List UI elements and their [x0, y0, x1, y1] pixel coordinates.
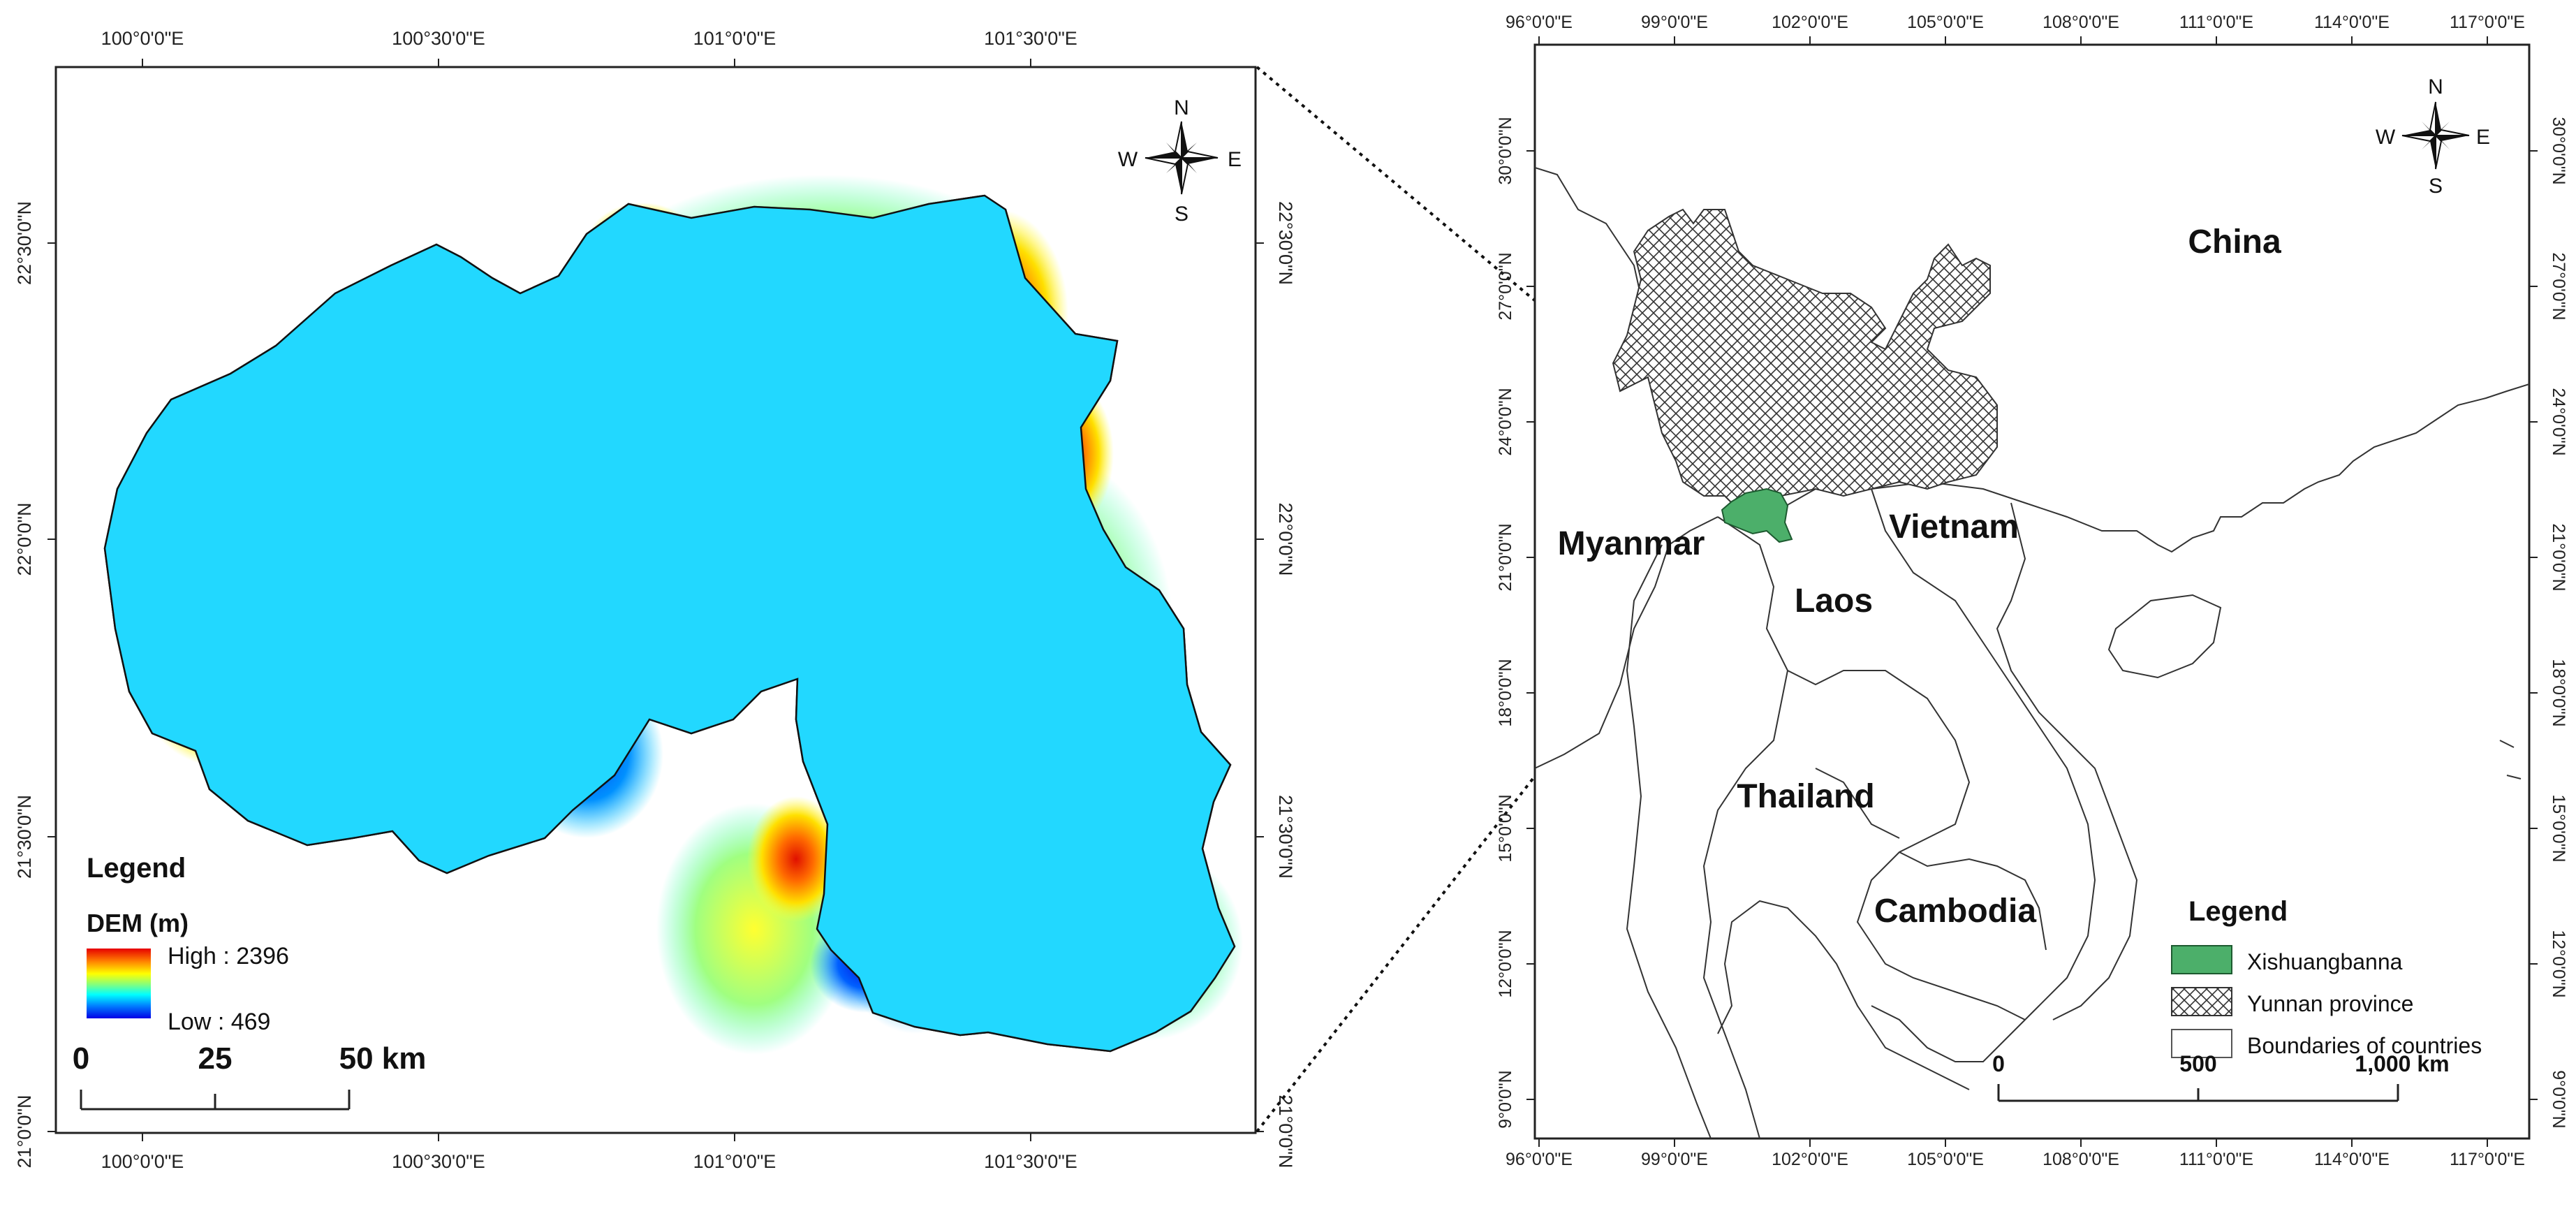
location-map-panel: 96°0'0"E 99°0'0"E 102°0'0"E 105°0'0"E 10…	[1496, 13, 2568, 1169]
location-right-lat-label: 30°0'0"N	[2549, 117, 2568, 184]
dem-top-lon-label: 101°0'0"E	[693, 28, 777, 49]
location-left-lat-label: 30°0'0"N	[1496, 117, 1515, 184]
compass-n-label: N	[1174, 96, 1189, 119]
country-label-myanmar: Myanmar	[1558, 525, 1705, 562]
location-left-lat-label: 15°0'0"N	[1496, 794, 1515, 862]
location-left-lat-label: 12°0'0"N	[1496, 930, 1515, 997]
location-right-lat-label: 15°0'0"N	[2549, 794, 2568, 862]
dem-legend-high: High : 2396	[168, 943, 289, 969]
dem-top-lon-label: 101°30'0"E	[984, 28, 1077, 49]
dem-left-lat-label: 21°0'0"N	[14, 1094, 35, 1168]
compass-n-label: N	[2428, 75, 2443, 98]
location-bottom-lon-label: 96°0'0"E	[1506, 1150, 1573, 1169]
dem-bottom-lon-label: 100°30'0"E	[392, 1151, 485, 1172]
dem-legend-title: Legend	[87, 853, 186, 884]
gulf-coast	[1717, 900, 1970, 1090]
location-left-lat-label: 18°0'0"N	[1496, 659, 1515, 726]
country-boundaries	[1535, 488, 2138, 1139]
location-bottom-lon-label: 111°0'0"E	[2179, 1150, 2253, 1169]
legend-swatch-xishuangbanna	[2171, 945, 2232, 974]
dem-right-lat-label: 21°30'0"N	[1275, 795, 1296, 879]
dem-bottom-lon-label: 101°30'0"E	[984, 1151, 1077, 1172]
legend-swatch-yunnan	[2171, 987, 2232, 1016]
location-bottom-lon-label: 108°0'0"E	[2043, 1150, 2119, 1169]
dem-scale-bar	[80, 1090, 351, 1111]
location-bottom-lon-label: 99°0'0"E	[1641, 1150, 1708, 1169]
compass-w-label: W	[2376, 126, 2396, 149]
location-bottom-lon-label: 114°0'0"E	[2314, 1150, 2390, 1169]
compass-s-label: S	[2429, 175, 2443, 198]
location-legend-title: Legend	[2188, 896, 2288, 927]
location-legend: Legend Xishuangbanna Yunnan province Bou…	[2171, 896, 2482, 1058]
location-bottom-lon-label: 105°0'0"E	[1907, 1150, 1984, 1169]
location-right-lat-label: 12°0'0"N	[2549, 930, 2568, 997]
location-map-frame	[1533, 43, 2531, 1140]
location-right-lat-label: 18°0'0"N	[2549, 659, 2568, 726]
dem-top-lon-label: 100°30'0"E	[392, 28, 485, 49]
location-top-lon-label: 105°0'0"E	[1907, 13, 1984, 32]
compass-e-label: E	[2476, 126, 2490, 149]
location-right-lat-label: 9°0'0"N	[2549, 1070, 2568, 1128]
country-label-laos: Laos	[1795, 583, 1873, 620]
location-left-lat-label: 21°0'0"N	[1496, 523, 1515, 591]
yunnan-province-area	[1612, 208, 1998, 518]
xishuangbanna-area	[1721, 488, 1793, 543]
location-scale-label-1000: 1,000 km	[2355, 1051, 2449, 1076]
location-bottom-lon-label: 102°0'0"E	[1772, 1150, 1848, 1169]
dem-map-panel: 100°0'0"E 100°30'0"E 101°0'0"E 101°30'0"…	[14, 28, 1296, 1172]
country-label-china: China	[2188, 224, 2281, 261]
dem-bottom-lon-label: 100°0'0"E	[101, 1151, 184, 1172]
dem-frame-ticks	[47, 59, 1264, 1141]
location-top-lon-label: 96°0'0"E	[1506, 13, 1573, 32]
dem-legend: Legend DEM (m) High : 2396 Low : 469	[87, 853, 289, 1035]
location-right-lat-label: 24°0'0"N	[2549, 388, 2568, 455]
location-top-lon-label: 111°0'0"E	[2179, 13, 2253, 32]
north-arrow-icon	[2401, 101, 2470, 170]
location-top-lon-label: 102°0'0"E	[1772, 13, 1848, 32]
location-bottom-lon-label: 117°0'0"E	[2450, 1150, 2525, 1169]
dem-right-lat-label: 22°30'0"N	[1275, 201, 1296, 285]
location-top-lon-label: 117°0'0"E	[2450, 13, 2525, 32]
dem-scale-label-25: 25	[198, 1041, 233, 1076]
dem-left-lat-label: 21°30'0"N	[14, 795, 35, 879]
compass-w-label: W	[1118, 148, 1138, 171]
location-left-lat-label: 24°0'0"N	[1496, 388, 1515, 455]
hainan-island	[2107, 594, 2222, 679]
location-left-lat-label: 9°0'0"N	[1496, 1070, 1515, 1128]
north-arrow-icon	[1145, 121, 1219, 195]
compass-e-label: E	[1228, 148, 1242, 171]
location-top-lon-label: 108°0'0"E	[2043, 13, 2119, 32]
legend-label-boundaries: Boundaries of countries	[2247, 1033, 2482, 1058]
dem-top-lon-label: 100°0'0"E	[101, 28, 184, 49]
country-label-cambodia: Cambodia	[1874, 893, 2036, 930]
legend-label-yunnan: Yunnan province	[2247, 991, 2413, 1016]
location-left-lat-label: 27°0'0"N	[1496, 252, 1515, 320]
location-right-lat-label: 27°0'0"N	[2549, 252, 2568, 320]
compass-s-label: S	[1175, 203, 1188, 226]
dem-scale-label-0: 0	[73, 1041, 89, 1076]
location-frame-ticks	[1526, 36, 2538, 1147]
legend-swatch-boundaries	[2171, 1029, 2232, 1058]
location-scale-bar	[1997, 1084, 2399, 1102]
dem-legend-low: Low : 469	[168, 1009, 270, 1035]
dem-right-lat-label: 22°0'0"N	[1275, 502, 1296, 576]
dem-left-lat-label: 22°30'0"N	[14, 201, 35, 285]
location-right-lat-label: 21°0'0"N	[2549, 523, 2568, 591]
dem-scale-label-50: 50 km	[339, 1041, 427, 1076]
country-label-thailand: Thailand	[1737, 778, 1874, 815]
dem-left-lat-label: 22°0'0"N	[14, 502, 35, 576]
location-scale-label-500: 500	[2179, 1051, 2216, 1076]
legend-label-xishuangbanna: Xishuangbanna	[2247, 949, 2403, 974]
dem-color-ramp	[87, 949, 151, 1018]
location-top-lon-label: 99°0'0"E	[1641, 13, 1708, 32]
location-scale-label-0: 0	[1992, 1051, 2005, 1076]
dem-legend-subtitle: DEM (m)	[87, 909, 189, 937]
dem-bottom-lon-label: 101°0'0"E	[693, 1151, 777, 1172]
location-top-lon-label: 114°0'0"E	[2314, 13, 2390, 32]
country-label-vietnam: Vietnam	[1889, 508, 2019, 546]
dem-right-lat-label: 21°0'0"N	[1275, 1094, 1296, 1168]
